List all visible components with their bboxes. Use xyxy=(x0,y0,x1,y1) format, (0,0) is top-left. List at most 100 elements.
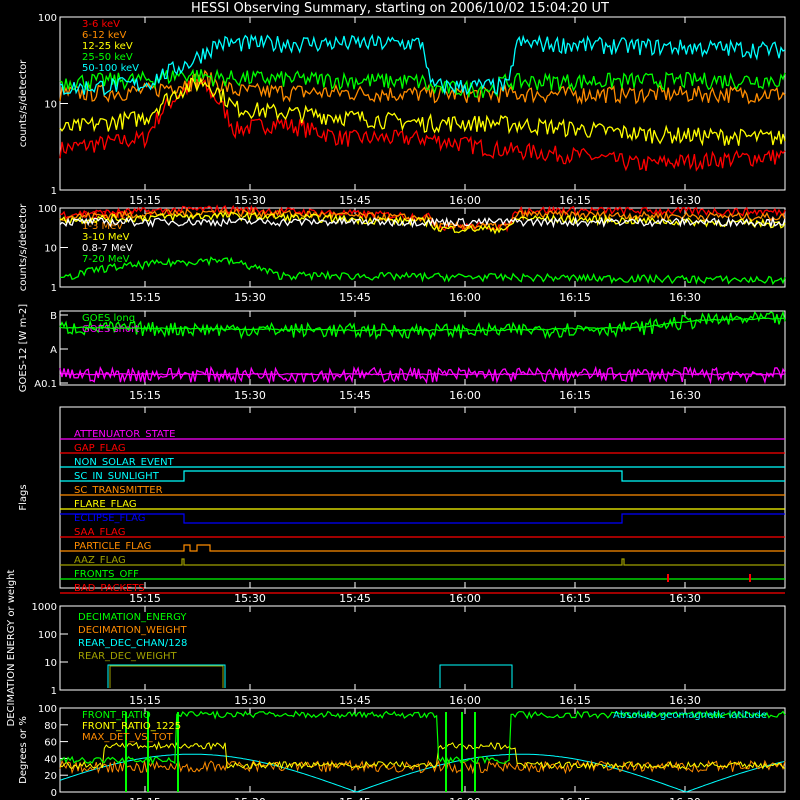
x-tick-label: 16:15 xyxy=(559,194,591,207)
x-tick-label: 16:30 xyxy=(669,694,701,707)
y-tick-label: 1 xyxy=(51,283,57,294)
x-tick-label: 16:15 xyxy=(559,389,591,402)
x-tick-label: 16:15 xyxy=(559,694,591,707)
y-tick-label: 1000 xyxy=(32,602,57,613)
x-tick-label: 16:00 xyxy=(449,194,481,207)
flag-label: SC_TRANSMITTER xyxy=(74,485,163,496)
legend-label: 3-10 MeV xyxy=(82,232,130,243)
legend-label: 12-25 keV xyxy=(82,41,133,52)
y-axis-label: counts/s/detector xyxy=(18,59,29,147)
x-tick-label: 15:45 xyxy=(339,694,371,707)
y-tick-label: 100 xyxy=(38,704,57,715)
x-tick-label: 16:30 xyxy=(669,194,701,207)
flag-line xyxy=(60,558,785,566)
series-line xyxy=(59,709,786,765)
y-tick-label: A0.1 xyxy=(34,379,57,390)
y-tick-label: 10 xyxy=(44,244,57,255)
latitude-line xyxy=(59,753,786,793)
y-tick-label: 20 xyxy=(44,771,57,782)
series-line xyxy=(59,77,786,147)
legend-label: 6-12 keV xyxy=(82,30,126,41)
y-tick-label: 40 xyxy=(44,754,57,765)
goes-line xyxy=(59,372,786,376)
x-tick-label: 15:30 xyxy=(234,796,266,800)
flag-line xyxy=(60,544,785,552)
x-tick-label: 16:15 xyxy=(559,592,591,605)
legend-label: REAR_DEC_CHAN/128 xyxy=(78,638,187,649)
flag-line xyxy=(60,513,785,524)
panel-frame xyxy=(59,707,786,793)
y-tick-label: 80 xyxy=(44,721,57,732)
flag-label: PARTICLE_FLAG xyxy=(74,541,151,552)
y-tick-label: 10 xyxy=(44,658,57,669)
x-tick-label: 15:45 xyxy=(339,291,371,304)
x-tick-label: 15:45 xyxy=(339,389,371,402)
legend-label: MAX_DET_VS_TOT xyxy=(82,732,174,743)
legend-label: 7-20 MeV xyxy=(82,254,130,265)
x-tick-label: 15:15 xyxy=(129,194,161,207)
y-tick-label: 100 xyxy=(38,204,57,215)
y-axis-label: Degrees or % xyxy=(18,716,29,784)
x-tick-label: 16:15 xyxy=(559,291,591,304)
flag-label: NON_SOLAR_EVENT xyxy=(74,457,175,468)
legend-label: GOES long xyxy=(82,313,135,324)
series-line xyxy=(60,256,786,286)
x-tick-label: 16:00 xyxy=(449,796,481,800)
goes-line xyxy=(59,317,786,332)
series-line xyxy=(59,215,786,229)
y-tick-label: 0 xyxy=(51,788,57,799)
decimation-line xyxy=(107,664,513,688)
series-line xyxy=(59,210,786,235)
flag-label: FRONTS_OFF xyxy=(74,569,139,580)
x-tick-label: 15:15 xyxy=(129,592,161,605)
flag-label: FLARE_FLAG xyxy=(74,499,137,510)
legend-label: FRONT_RATIO_1225 xyxy=(82,721,181,732)
x-tick-label: 16:30 xyxy=(669,796,701,800)
legend-label: 1-3 MeV xyxy=(82,221,123,232)
x-tick-label: 15:30 xyxy=(234,592,266,605)
y-tick-label: 100 xyxy=(38,630,57,641)
flag-label: AAZ_FLAG xyxy=(74,555,126,566)
series-line xyxy=(59,77,786,172)
panel-frame xyxy=(59,310,786,386)
flag-label: ATTENUATOR_STATE xyxy=(74,429,175,440)
panel-frame xyxy=(59,605,786,691)
legend-label: FRONT_RATIO xyxy=(82,710,151,721)
series-line xyxy=(59,740,786,770)
y-tick-label: 1 xyxy=(51,686,57,697)
y-axis-label: DECIMATION ENERGY or weight xyxy=(6,569,17,726)
x-tick-label: 15:15 xyxy=(129,389,161,402)
x-tick-label: 16:30 xyxy=(669,592,701,605)
flag-line xyxy=(60,470,785,482)
flag-label: SC_IN_SUNLIGHT xyxy=(74,471,160,482)
x-tick-label: 15:45 xyxy=(339,194,371,207)
legend-label: GOES short xyxy=(82,324,139,335)
series-line xyxy=(59,33,786,96)
x-tick-label: 15:45 xyxy=(339,592,371,605)
decimation-line xyxy=(109,665,224,688)
legend-label: 50-100 keV xyxy=(82,63,139,74)
y-axis-label: GOES-12 [W m-2] xyxy=(18,304,29,392)
flag-label: GAP_FLAG xyxy=(74,443,126,454)
x-tick-label: 15:30 xyxy=(234,694,266,707)
x-tick-label: 16:30 xyxy=(669,291,701,304)
y-axis-label: Flags xyxy=(18,484,29,510)
x-tick-label: 16:00 xyxy=(449,694,481,707)
series-line xyxy=(59,310,786,341)
legend-label: DECIMATION_ENERGY xyxy=(78,612,187,623)
legend-label: 0.8-7 MeV xyxy=(82,243,133,254)
legend-label: 25-50 keV xyxy=(82,52,133,63)
x-tick-label: 15:15 xyxy=(129,694,161,707)
x-tick-label: 15:30 xyxy=(234,389,266,402)
y-tick-label: 10 xyxy=(44,100,57,111)
y-tick-label: 60 xyxy=(44,738,57,749)
y-axis-label: counts/s/detector xyxy=(18,203,29,291)
legend-label: 3-6 keV xyxy=(82,19,120,30)
x-tick-label: 15:15 xyxy=(129,796,161,800)
annotation: Absolute geomagnetic latitude xyxy=(613,710,767,721)
y-tick-label: A xyxy=(50,345,57,356)
series-line xyxy=(59,759,786,775)
x-tick-label: 15:45 xyxy=(339,796,371,800)
panel-frame xyxy=(59,406,786,589)
